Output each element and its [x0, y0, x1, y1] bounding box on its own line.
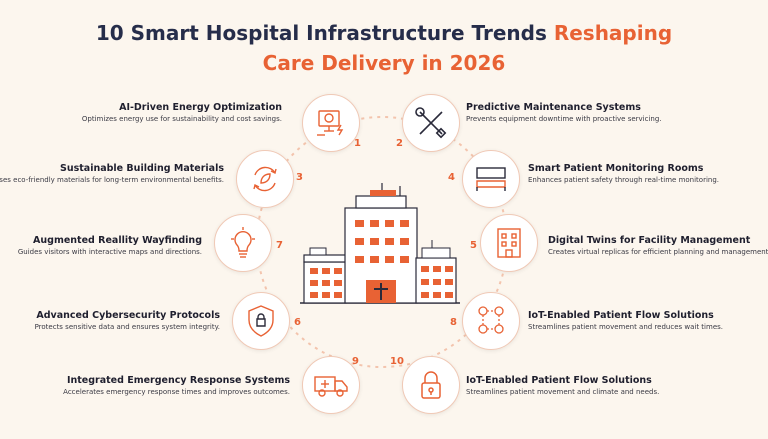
- trend-9-text: Integrated Emergency Response Systems Ac…: [63, 374, 290, 397]
- trend-3-title: Sustainable Building Materials: [59, 163, 224, 174]
- trend-2-icon-circle: [402, 94, 460, 152]
- trend-5-number: 5: [470, 240, 477, 251]
- trend-2-description: Prevents equipment downtime with proacti…: [466, 115, 662, 123]
- trend-7-icon-circle: [214, 214, 272, 272]
- ai-energy-monitor-icon: [317, 110, 344, 136]
- trend-4-number: 4: [448, 172, 455, 183]
- title-line-1: 10 Smart Hospital Infrastructure Trends …: [0, 18, 768, 48]
- hospital-bed-icon: [476, 167, 506, 191]
- shield-icon: [248, 305, 274, 337]
- trend-2-text: Predictive Maintenance Systems Prevents …: [466, 101, 662, 124]
- trend-3-icon-circle: [236, 150, 294, 208]
- trend-1-icon-circle: [302, 94, 360, 152]
- ambulance-icon: [314, 376, 348, 397]
- trend-10-description: Streamlines patient movement and climate…: [466, 388, 660, 396]
- trend-6-number: 6: [294, 317, 301, 328]
- trend-9-number: 9: [352, 356, 359, 367]
- title-main-text: 10 Smart Hospital Infrastructure Trends: [95, 21, 554, 45]
- trend-8-number: 8: [450, 317, 457, 328]
- trend-8-description: Streamlines patient movement and reduces…: [528, 323, 723, 331]
- trend-7-text: Augmented Reallity Wayfinding Guides vis…: [18, 234, 202, 257]
- trend-6-title: Advanced Cybersecurity Protocols: [36, 310, 220, 321]
- patient-flow-network-icon: [478, 306, 504, 334]
- trend-10-title: IoT-Enabled Patient Flow Solutions: [466, 375, 652, 386]
- wrench-screwdriver-icon: [415, 107, 447, 139]
- trend-9-title: Integrated Emergency Response Systems: [66, 375, 290, 386]
- trend-9-description: Accelerates emergency response times and…: [63, 388, 290, 396]
- trend-2-number: 2: [396, 138, 403, 149]
- trend-4-description: Enhances patient safety through real-tim…: [528, 176, 720, 184]
- trend-8-icon-circle: [462, 292, 520, 350]
- trend-1-title: AI-Driven Energy Optimization: [119, 102, 282, 113]
- trend-2-title: Predictive Maintenance Systems: [466, 102, 641, 113]
- lightbulb-icon: [231, 227, 255, 258]
- trend-6-icon-circle: [232, 292, 290, 350]
- infographic-title: 10 Smart Hospital Infrastructure Trends …: [0, 18, 768, 78]
- trend-7-title: Augmented Reallity Wayfinding: [33, 235, 202, 246]
- trend-4-text: Smart Patient Monitoring Rooms Enhances …: [528, 162, 719, 185]
- trend-10-number: 10: [390, 356, 404, 367]
- padlock-icon: [421, 371, 441, 399]
- trend-4-icon-circle: [462, 150, 520, 208]
- trend-1-description: Optimizes energy use for sustainability …: [81, 115, 282, 123]
- trend-6-text: Advanced Cybersecurity Protocols Protect…: [35, 309, 220, 332]
- trend-5-text: Digital Twins for Facility Management Cr…: [548, 234, 768, 257]
- trend-1-text: AI-Driven Energy Optimization Optimizes …: [82, 101, 282, 124]
- trend-5-icon-circle: [480, 214, 538, 272]
- trend-5-description: Creates virtual replicas for efficient p…: [548, 248, 768, 256]
- trend-7-number: 7: [276, 240, 283, 251]
- trend-6-description: Protects sensitive data and ensures syst…: [34, 323, 220, 331]
- trend-10-text: IoT-Enabled Patient Flow Solutions Strea…: [466, 374, 659, 397]
- trend-8-title: IoT-Enabled Patient Flow Solutions: [528, 310, 714, 321]
- trend-7-description: Guides visitors with interactive maps an…: [17, 248, 202, 256]
- trend-3-text: Sustainable Building Materials Uses eco-…: [0, 162, 224, 185]
- title-accent-text: Reshaping: [553, 21, 673, 45]
- trend-3-description: Uses eco-friendly materials for long-ter…: [0, 176, 224, 184]
- recycle-leaf-icon: [253, 166, 277, 192]
- trend-4-title: Smart Patient Monitoring Rooms: [528, 163, 704, 174]
- trend-8-text: IoT-Enabled Patient Flow Solutions Strea…: [528, 309, 723, 332]
- trend-10-icon-circle: [402, 356, 460, 414]
- building-icon: [497, 228, 521, 258]
- hospital-building-illustration: [300, 183, 460, 304]
- title-line-2: Care Delivery in 2026: [262, 51, 506, 75]
- trend-3-number: 3: [296, 172, 303, 183]
- trend-9-icon-circle: [302, 356, 360, 414]
- trend-5-title: Digital Twins for Facility Management: [548, 235, 751, 246]
- trend-1-number: 1: [354, 138, 361, 149]
